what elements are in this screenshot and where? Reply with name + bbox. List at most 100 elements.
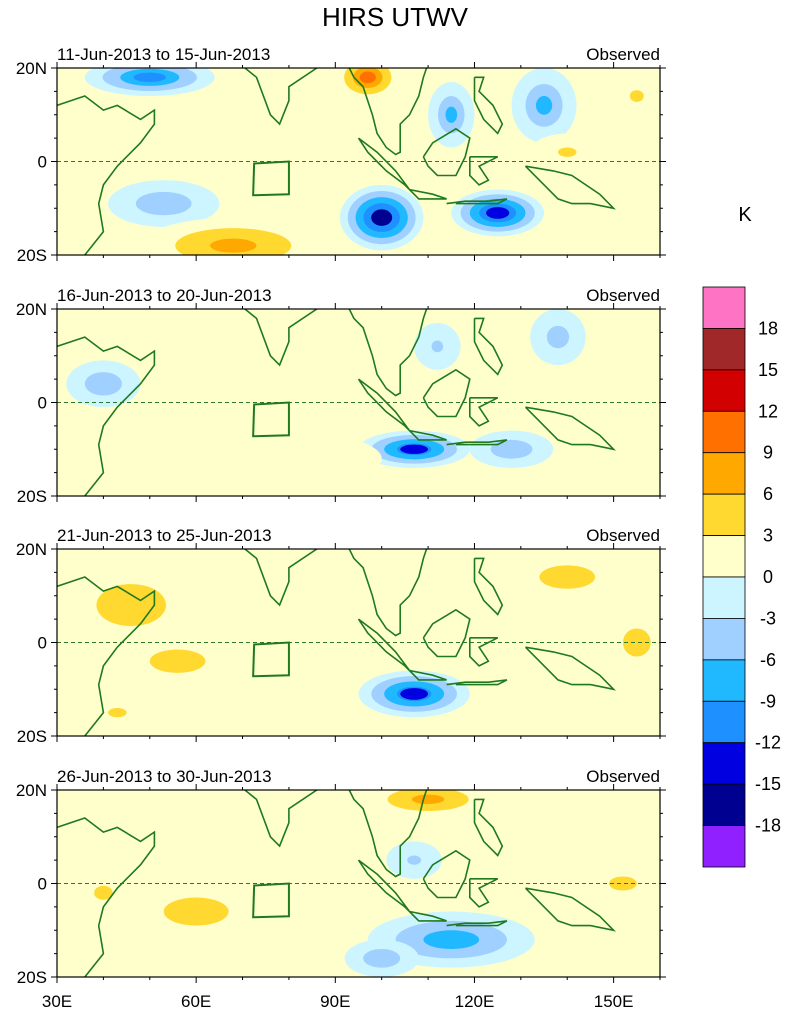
colorbar-swatch <box>702 825 746 868</box>
anomaly-contour <box>177 430 382 487</box>
anomaly-contour <box>557 147 577 157</box>
coastline <box>524 406 617 451</box>
colorbar-swatch <box>702 410 746 454</box>
anomaly-contour <box>163 897 229 926</box>
coastline <box>473 76 504 135</box>
y-tick-label: 0 <box>38 875 47 894</box>
panel-3: 20N 0 20S 21-Jun-2013 to 25-Jun-2013 Observe… <box>16 526 666 746</box>
coastline <box>408 429 447 441</box>
coastline <box>408 188 447 200</box>
anomaly-contour <box>407 855 422 865</box>
coastline <box>57 336 156 496</box>
colorbar-tick-label: -12 <box>755 733 781 753</box>
anomaly-contour <box>149 649 206 673</box>
coastline <box>446 679 508 686</box>
anomaly-contour <box>629 90 644 102</box>
coastline <box>524 165 617 210</box>
coastlines <box>57 68 617 255</box>
x-tick-label: 90E <box>320 992 350 1011</box>
anomaly-contour <box>135 191 192 216</box>
anomaly-contour <box>363 948 401 968</box>
panels: 20N 0 20S 11-Jun-2013 to 15-Jun-2013 Observe… <box>16 45 666 987</box>
colorbar-swatch <box>702 452 746 495</box>
colorbar-swatch <box>702 576 746 619</box>
coastline <box>348 549 428 637</box>
colorbar-tick-label: 9 <box>763 443 773 463</box>
coastline <box>469 637 499 667</box>
coastline <box>446 198 508 205</box>
anomaly-contour <box>539 565 596 589</box>
coastline <box>57 95 156 255</box>
y-tick-label: 0 <box>38 634 47 653</box>
anomaly-contour <box>359 71 376 84</box>
anomaly-contour <box>400 444 429 454</box>
colorbar-swatch <box>702 659 746 702</box>
target-box <box>252 160 290 197</box>
x-tick-label: 60E <box>181 992 211 1011</box>
coastline <box>473 317 504 376</box>
coastline <box>469 397 499 427</box>
coastline <box>357 618 411 672</box>
y-tick-label: 20S <box>17 487 47 506</box>
coastline <box>446 439 508 446</box>
panel-date-range: 26-Jun-2013 to 30-Jun-2013 <box>57 767 272 786</box>
y-tick-label: 20S <box>17 968 47 987</box>
anomaly-contour <box>520 804 614 851</box>
colorbar-tick-label: -3 <box>760 608 776 628</box>
anomaly-contour <box>535 96 553 115</box>
colorbar-swatch <box>702 618 746 661</box>
y-tick-label: 20N <box>16 781 47 800</box>
colorbar-tick-label: -18 <box>755 816 781 836</box>
coastline <box>446 920 508 927</box>
longitude-axis: 30E 60E 90E 120E 150E <box>42 992 634 1011</box>
coastline <box>473 798 504 857</box>
coastline <box>357 378 411 432</box>
anomaly-contour <box>490 439 533 459</box>
anomaly-field <box>66 790 651 977</box>
panel-source-label: Observed <box>586 45 660 64</box>
coastline <box>182 309 319 367</box>
coastline <box>348 68 428 156</box>
coastline <box>422 368 471 418</box>
colorbar-swatch <box>702 535 746 578</box>
anomaly-contour <box>84 372 122 396</box>
anomaly-contour <box>133 72 167 83</box>
colorbar-tick-label: 15 <box>758 360 778 380</box>
colorbar-tick-label: 6 <box>763 484 773 504</box>
panel-1: 20N 0 20S 11-Jun-2013 to 15-Jun-2013 Observe… <box>16 45 666 265</box>
anomaly-contour <box>210 238 257 253</box>
coastline <box>348 790 428 878</box>
anomaly-contour <box>431 340 444 353</box>
panel-source-label: Observed <box>586 286 660 305</box>
colorbar-swatch <box>702 493 746 536</box>
coastlines <box>57 549 617 736</box>
anomaly-contour <box>423 930 480 949</box>
coastline <box>422 608 471 658</box>
colorbar-tick-label: 18 <box>758 318 778 338</box>
anomaly-contour <box>172 567 266 643</box>
panel-date-range: 16-Jun-2013 to 20-Jun-2013 <box>57 286 272 305</box>
coastlines <box>57 790 617 977</box>
panel-source-label: Observed <box>586 526 660 545</box>
target-box <box>252 641 290 678</box>
coastline <box>422 127 471 177</box>
colorbar-tick-label: 12 <box>758 401 778 421</box>
coastline <box>357 859 411 913</box>
panel-2: 20N 0 20S 16-Jun-2013 to 20-Jun-2013 Observe… <box>16 286 666 506</box>
panel-source-label: Observed <box>586 767 660 786</box>
x-tick-label: 150E <box>594 992 634 1011</box>
anomaly-contour <box>486 207 510 219</box>
y-tick-label: 20N <box>16 59 47 78</box>
colorbar-swatch <box>702 783 746 826</box>
colorbar-tick-label: 3 <box>763 526 773 546</box>
anomaly-field <box>66 309 586 487</box>
y-tick-label: 0 <box>38 394 47 413</box>
colorbar-swatch <box>702 700 746 744</box>
coastline <box>469 156 499 186</box>
coastline <box>524 887 617 932</box>
colorbar-tick-label: -6 <box>760 650 776 670</box>
anomaly-field <box>61 553 660 732</box>
anomaly-contour <box>371 209 393 226</box>
anomaly-contour <box>411 794 445 805</box>
